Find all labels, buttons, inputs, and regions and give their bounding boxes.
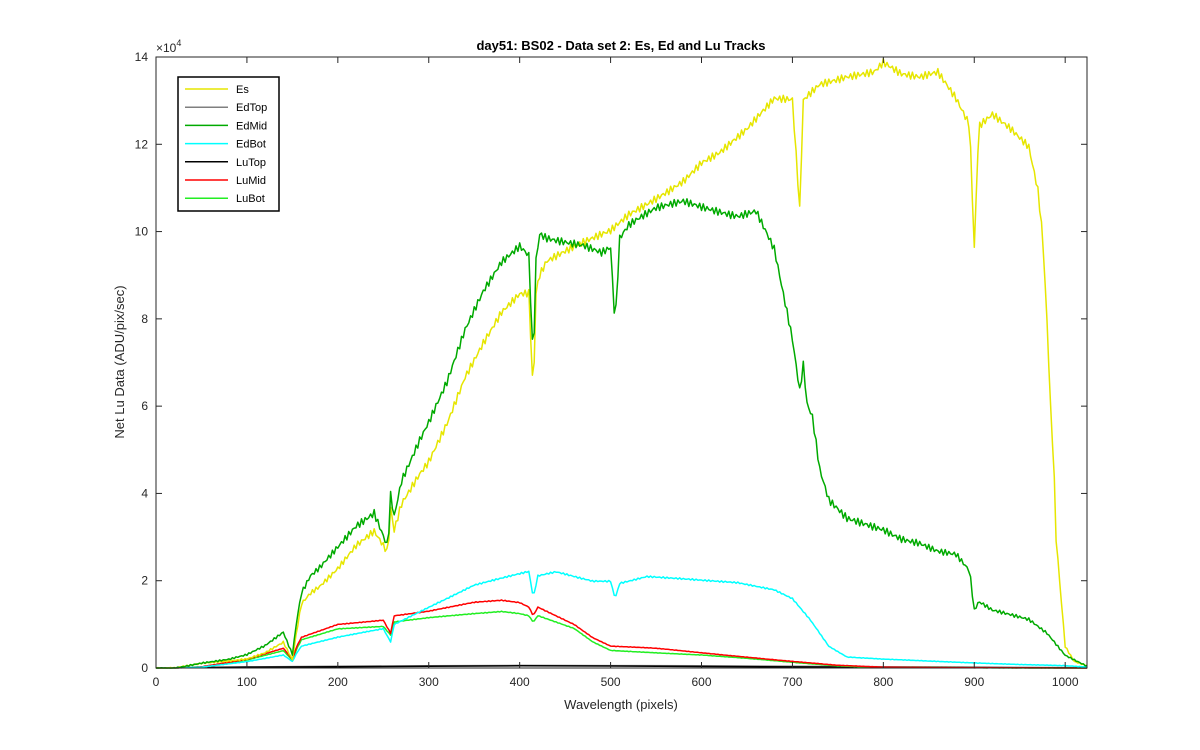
x-tick-label: 900 — [964, 675, 984, 689]
y-multiplier-base: ×10 — [156, 41, 177, 55]
legend-label: LuBot — [236, 193, 265, 205]
legend-label: EdMid — [236, 120, 267, 132]
y-axis-label: Net Lu Data (ADU/pix/sec) — [112, 285, 127, 438]
chart-title: day51: BS02 - Data set 2: Es, Ed and Lu … — [476, 38, 765, 53]
plot-area — [156, 57, 1087, 668]
y-tick-label: 2 — [141, 574, 148, 588]
series-line-edbot — [155, 570, 1088, 669]
x-tick-label: 300 — [419, 675, 439, 689]
x-axis-label: Wavelength (pixels) — [564, 697, 678, 712]
x-tick-label: 200 — [328, 675, 348, 689]
y-tick-label: 12 — [135, 137, 149, 151]
y-tick-label: 10 — [135, 225, 149, 239]
y-tick-label: 14 — [135, 50, 149, 64]
legend-label: EdBot — [236, 139, 266, 151]
series-line-edmid — [155, 198, 1088, 669]
x-tick-label: 500 — [601, 675, 621, 689]
x-tick-label: 800 — [873, 675, 893, 689]
y-tick-label: 0 — [141, 661, 148, 675]
axes-box — [155, 56, 1088, 669]
legend-label: LuTop — [236, 157, 266, 169]
x-tick-label: 600 — [691, 675, 711, 689]
y-tick-label: 8 — [141, 312, 148, 326]
legend-label: EdTop — [236, 102, 267, 114]
tick-layer: 0 100 200 300 400 500 600 700 800 900 1000 0 2 4 6 8 10 1… — [135, 50, 1087, 689]
y-tick-label: 4 — [141, 486, 148, 500]
x-tick-label: 700 — [782, 675, 802, 689]
x-tick-label: 0 — [153, 675, 160, 689]
y-multiplier: ×104 — [156, 38, 181, 55]
x-tick-label: 400 — [510, 675, 530, 689]
legend: Es EdTop EdMid EdBot LuTop LuMid LuBot — [177, 76, 280, 212]
legend-label: Es — [236, 84, 249, 96]
x-tick-label: 1000 — [1052, 675, 1079, 689]
legend-label: LuMid — [236, 175, 266, 187]
y-multiplier-exponent: 4 — [176, 38, 181, 48]
series-line-es — [155, 58, 1088, 669]
x-tick-label: 100 — [237, 675, 257, 689]
y-tick-label: 6 — [141, 399, 148, 413]
